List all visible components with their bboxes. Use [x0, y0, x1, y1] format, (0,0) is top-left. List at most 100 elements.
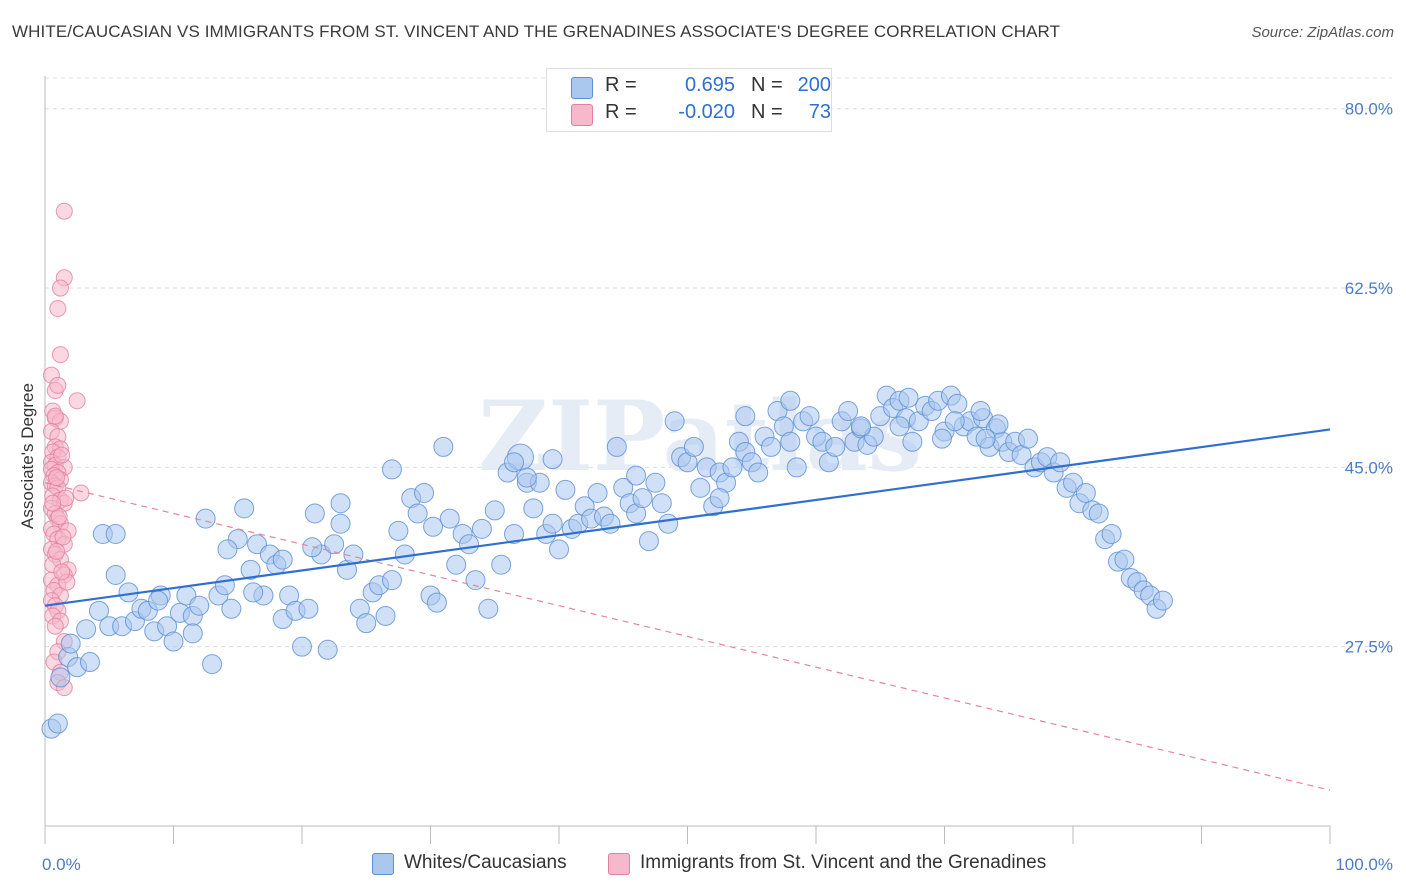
- pink-trend-line: [44, 482, 1331, 791]
- legend-swatch-pink: [571, 104, 593, 126]
- chart-source: Source: ZipAtlas.com: [1251, 24, 1394, 41]
- blue-point: [523, 498, 544, 519]
- legend-n-label: N =: [751, 101, 783, 123]
- blue-point: [645, 472, 666, 493]
- y-tick-labels: 27.5% 45.0% 62.5% 80.0%: [1345, 100, 1393, 657]
- blue-point: [50, 667, 71, 688]
- blue-point: [182, 623, 203, 644]
- pink-point: [49, 376, 67, 394]
- legend-r-value: -0.020: [678, 101, 735, 123]
- legend-label-immigrants: Immigrants from St. Vincent and the Gren…: [640, 852, 1047, 873]
- blue-point: [148, 590, 169, 611]
- legend-swatch-blue: [571, 77, 593, 99]
- stats-legend: R = 0.695 N = 200 R = -0.020 N = 73: [546, 68, 832, 132]
- blue-point: [799, 406, 820, 427]
- blue-point: [234, 498, 255, 519]
- pink-point: [51, 346, 69, 364]
- chart-title: WHITE/CAUCASIAN VS IMMIGRANTS FROM ST. V…: [12, 22, 1061, 41]
- blue-point: [304, 503, 325, 524]
- blue-point: [491, 554, 512, 575]
- blue-point: [478, 598, 499, 619]
- blue-point: [626, 465, 647, 486]
- pink-point: [53, 563, 71, 581]
- blue-point: [356, 613, 377, 634]
- blue-point: [889, 416, 910, 437]
- legend-n-value: 200: [797, 74, 831, 96]
- blue-point: [407, 503, 428, 524]
- blue-point: [1152, 590, 1173, 611]
- legend-swatch-pink: [608, 853, 630, 875]
- blue-point: [898, 387, 919, 408]
- blue-series-points: [41, 385, 1173, 739]
- blue-point: [931, 428, 952, 449]
- y-axis-label: Associate's Degree: [18, 383, 37, 529]
- pink-point: [51, 279, 69, 297]
- blue-point: [632, 488, 653, 509]
- blue-point: [240, 559, 261, 580]
- legend-n-value: 73: [808, 101, 831, 123]
- blue-point: [658, 513, 679, 534]
- x-tick-labels: 0.0% 100.0%: [42, 855, 1393, 874]
- y-tick-label: 80.0%: [1345, 100, 1393, 119]
- blue-point: [426, 592, 447, 613]
- blue-point: [439, 508, 460, 529]
- blue-point: [79, 652, 100, 673]
- blue-point: [381, 570, 402, 591]
- blue-point: [504, 523, 525, 544]
- blue-point: [780, 390, 801, 411]
- blue-point: [786, 457, 807, 478]
- blue-point: [709, 488, 730, 509]
- blue-point: [1088, 503, 1109, 524]
- legend-r-label: R =: [605, 74, 637, 96]
- blue-point: [217, 539, 238, 560]
- pink-series-points: [42, 202, 90, 697]
- blue-point: [330, 513, 351, 534]
- blue-point: [302, 537, 323, 558]
- legend-n-label: N =: [751, 74, 783, 96]
- blue-point: [838, 401, 859, 422]
- pink-point: [49, 300, 67, 318]
- blue-point: [88, 600, 109, 621]
- blue-point: [433, 436, 454, 457]
- blue-trend-line: [44, 428, 1331, 607]
- pink-point: [46, 407, 64, 425]
- pink-point: [48, 542, 66, 560]
- blue-point: [542, 513, 563, 534]
- blue-point: [388, 520, 409, 541]
- blue-point: [47, 713, 68, 734]
- blue-point: [504, 452, 525, 473]
- blue-point: [947, 393, 968, 414]
- blue-point: [459, 534, 480, 555]
- blue-point: [1018, 428, 1039, 449]
- blue-point: [516, 467, 537, 488]
- blue-point: [988, 414, 1009, 435]
- pink-point: [72, 484, 90, 502]
- blue-point: [375, 605, 396, 626]
- blue-point: [414, 482, 435, 503]
- blue-point: [1114, 549, 1135, 570]
- blue-point: [748, 462, 769, 483]
- y-tick-label: 27.5%: [1345, 638, 1393, 657]
- blue-point: [975, 428, 996, 449]
- y-tick-label: 62.5%: [1345, 279, 1393, 298]
- blue-point: [1101, 523, 1122, 544]
- blue-point: [60, 633, 81, 654]
- blue-point: [600, 513, 621, 534]
- blue-point: [221, 598, 242, 619]
- blue-point: [272, 549, 293, 570]
- blue-point: [317, 639, 338, 660]
- blue-point: [690, 477, 711, 498]
- trend-lines: [44, 428, 1331, 791]
- blue-point: [243, 582, 264, 603]
- pink-point: [54, 528, 72, 546]
- blue-point: [902, 431, 923, 452]
- blue-point: [163, 631, 184, 652]
- legend-label-whites: Whites/Caucasians: [404, 852, 567, 873]
- legend-r-label: R =: [605, 101, 637, 123]
- blue-point: [944, 411, 965, 432]
- x-tick-label-max: 100.0%: [1335, 855, 1393, 874]
- blue-point: [465, 570, 486, 591]
- blue-point: [202, 654, 223, 675]
- blue-point: [542, 449, 563, 470]
